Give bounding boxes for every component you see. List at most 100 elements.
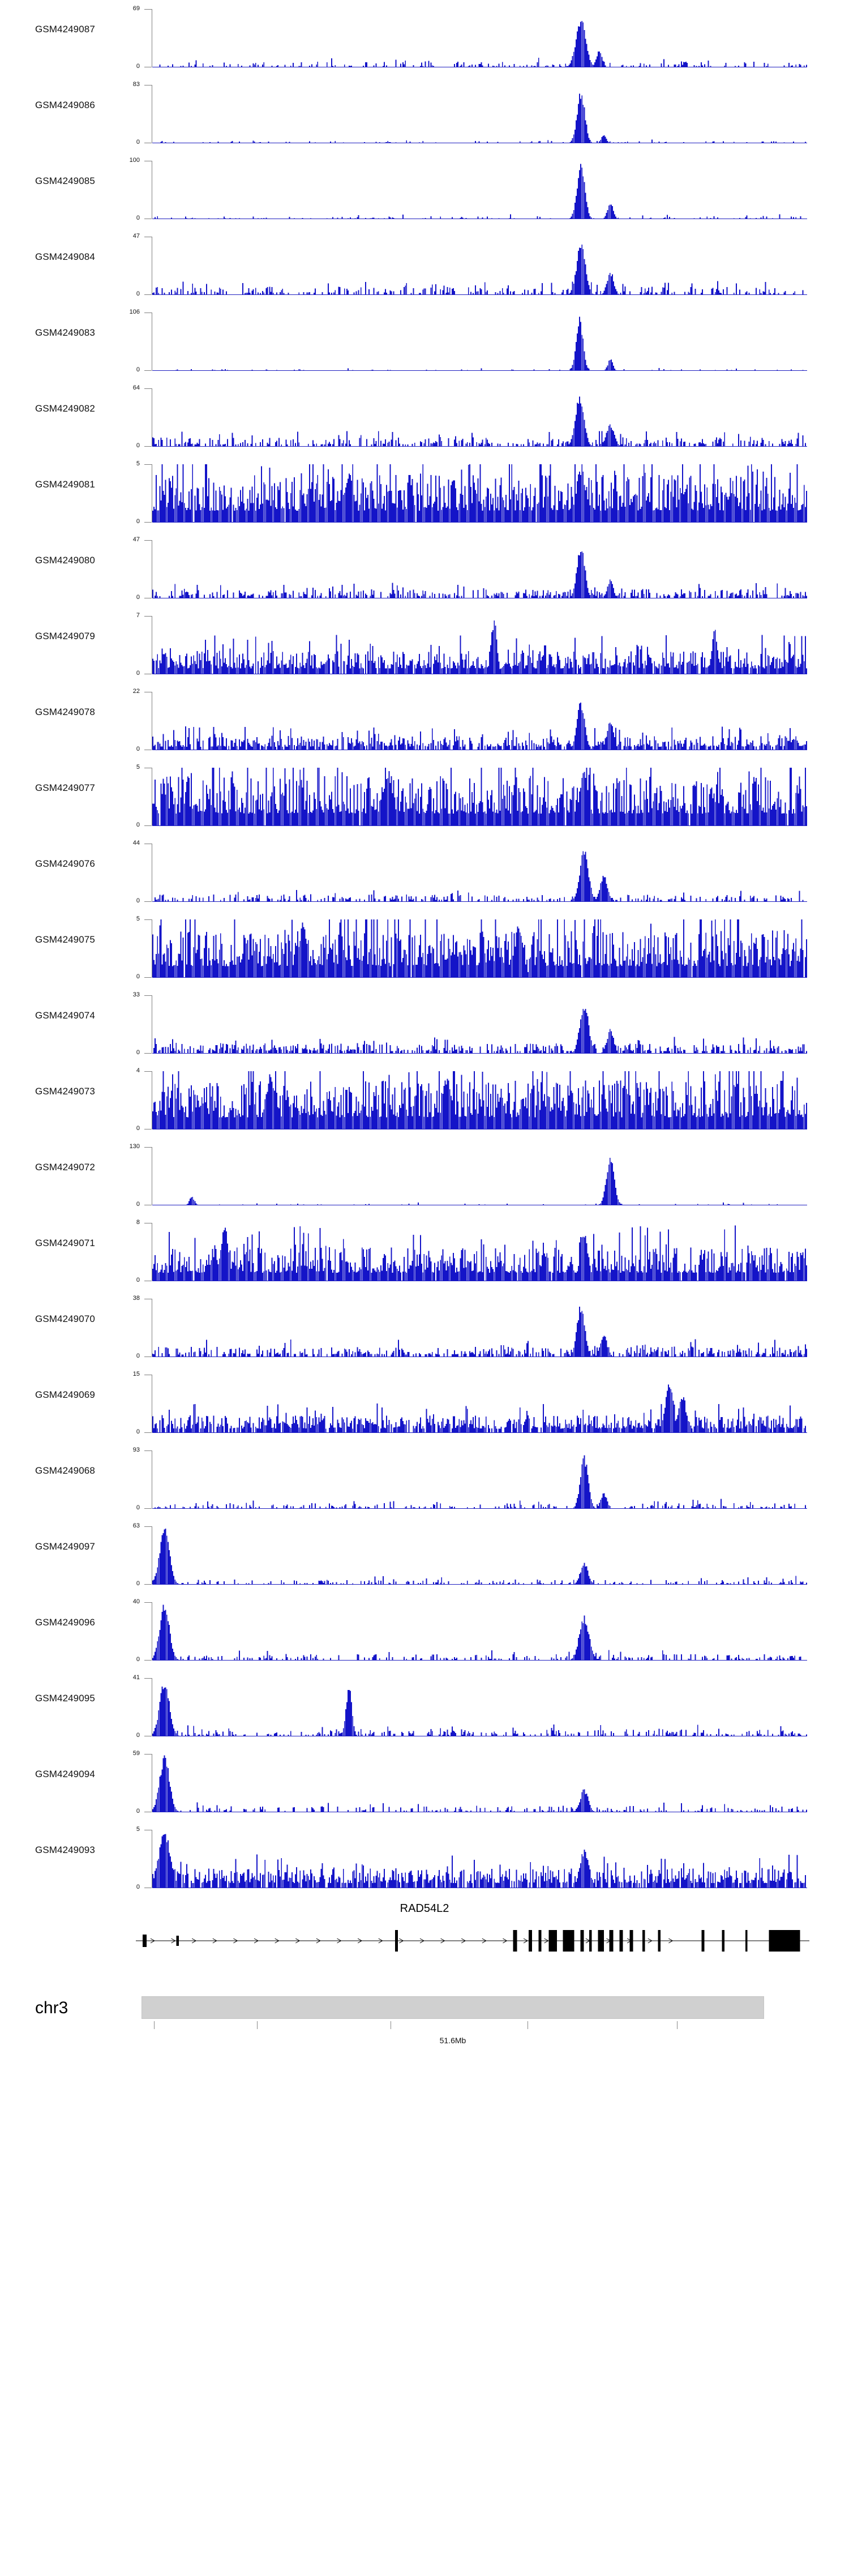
y-axis-max-label: 59: [132, 1750, 140, 1757]
y-axis-min-label: 0: [136, 821, 140, 828]
track-sample-label: GSM4249072: [35, 1162, 95, 1173]
y-axis-tick: [144, 1754, 152, 1755]
coverage-track: GSM4249079 7 0: [0, 607, 849, 683]
coverage-plot-area[interactable]: [152, 313, 807, 371]
y-axis-max-label: 93: [132, 1447, 140, 1453]
y-axis-max-label: 4: [136, 1067, 140, 1074]
coverage-plot-area[interactable]: [152, 616, 807, 674]
y-axis-tick: [144, 616, 152, 617]
y-axis-min-label: 0: [136, 973, 140, 980]
y-axis-tick: [144, 1508, 152, 1509]
y-axis-tick: [144, 1450, 152, 1451]
coverage-plot-area[interactable]: [152, 161, 807, 219]
y-axis-min-label: 0: [136, 1428, 140, 1435]
coverage-track: GSM4249084 47 0: [0, 228, 849, 303]
coverage-plot-area[interactable]: [152, 237, 807, 295]
coverage-plot-area[interactable]: [152, 1754, 807, 1812]
coverage-plot-area[interactable]: [152, 1299, 807, 1357]
y-axis-tick: [144, 540, 152, 541]
y-axis-min-label: 0: [136, 1125, 140, 1132]
track-sample-label: GSM4249097: [35, 1541, 95, 1552]
track-sample-label: GSM4249083: [35, 327, 95, 338]
y-axis-tick: [144, 9, 152, 10]
coverage-baseline: [152, 977, 807, 978]
coverage-plot-area[interactable]: [152, 540, 807, 598]
track-sample-label: GSM4249082: [35, 403, 95, 414]
coverage-plot-area[interactable]: [152, 1071, 807, 1129]
coverage-track: GSM4249096 40 0: [0, 1593, 849, 1669]
track-sample-label: GSM4249077: [35, 782, 95, 793]
coverage-baseline: [152, 446, 807, 447]
y-axis-tick: [144, 1526, 152, 1527]
ruler-position-label: 51.6Mb: [439, 2036, 466, 2045]
y-axis-tick: [144, 901, 152, 902]
coverage-plot-area[interactable]: [152, 1830, 807, 1888]
coverage-track: GSM4249095 41 0: [0, 1669, 849, 1745]
coverage-baseline: [152, 1584, 807, 1585]
y-axis-tick: [144, 1660, 152, 1661]
coverage-plot-area[interactable]: [152, 692, 807, 750]
coverage-plot-area[interactable]: [152, 1375, 807, 1433]
coverage-track: GSM4249093 5 0: [0, 1821, 849, 1897]
y-axis-min-label: 0: [136, 1884, 140, 1890]
y-axis-tick: [144, 1432, 152, 1433]
coverage-plot-area[interactable]: [152, 844, 807, 902]
y-axis-max-label: 5: [136, 460, 140, 467]
track-sample-label: GSM4249095: [35, 1693, 95, 1704]
track-sample-label: GSM4249068: [35, 1465, 95, 1476]
y-axis-tick: [144, 919, 152, 920]
coverage-baseline: [152, 901, 807, 902]
coverage-plot-area[interactable]: [152, 995, 807, 1054]
coverage-track: GSM4249081 5 0: [0, 455, 849, 531]
coverage-track: GSM4249080 47 0: [0, 531, 849, 607]
coverage-track: GSM4249069 15 0: [0, 1366, 849, 1441]
coverage-plot-area[interactable]: [152, 1450, 807, 1509]
gene-model-track[interactable]: [136, 1924, 809, 1958]
coverage-plot-area[interactable]: [152, 768, 807, 826]
coverage-plot-area[interactable]: [152, 1678, 807, 1736]
coverage-plot-area[interactable]: [152, 1602, 807, 1661]
coverage-plot-area[interactable]: [152, 388, 807, 447]
track-sample-label: GSM4249084: [35, 251, 95, 262]
track-sample-label: GSM4249078: [35, 707, 95, 717]
coverage-baseline: [152, 1053, 807, 1054]
y-axis-min-label: 0: [136, 1201, 140, 1208]
y-axis-min-label: 0: [136, 215, 140, 221]
gene-model-section: RAD54L2: [0, 1897, 849, 1982]
coverage-track: GSM4249074 33 0: [0, 986, 849, 1062]
track-sample-label: GSM4249080: [35, 555, 95, 566]
coverage-plot-area[interactable]: [152, 1223, 807, 1281]
coverage-track: GSM4249097 63 0: [0, 1517, 849, 1593]
chromosome-ideogram-bar[interactable]: [142, 1996, 764, 2019]
y-axis-max-label: 7: [136, 612, 140, 619]
y-axis-tick: [144, 1071, 152, 1072]
coverage-plot-area[interactable]: [152, 919, 807, 978]
y-axis-min-label: 0: [136, 139, 140, 146]
coverage-baseline: [152, 522, 807, 523]
track-sample-label: GSM4249085: [35, 176, 95, 186]
y-axis-max-label: 38: [132, 1295, 140, 1302]
y-axis-min-label: 0: [136, 1580, 140, 1587]
y-axis-tick: [144, 1678, 152, 1679]
chromosome-section: chr3 51.6Mb: [0, 1982, 849, 2083]
track-sample-label: GSM4249076: [35, 858, 95, 869]
coverage-plot-area[interactable]: [152, 9, 807, 67]
coverage-baseline: [152, 825, 807, 826]
ruler-tick: [677, 2021, 678, 2029]
y-axis-tick: [144, 446, 152, 447]
coverage-track: GSM4249072 130 0: [0, 1138, 849, 1214]
y-axis-min-label: 0: [136, 594, 140, 601]
coverage-plot-area[interactable]: [152, 85, 807, 143]
y-axis-tick: [144, 370, 152, 371]
coverage-track: GSM4249073 4 0: [0, 1062, 849, 1138]
coverage-track: GSM4249083 106 0: [0, 303, 849, 379]
coverage-plot-area[interactable]: [152, 464, 807, 523]
coverage-track: GSM4249082 64 0: [0, 379, 849, 455]
y-axis-max-label: 44: [132, 840, 140, 846]
ruler-tick: [256, 2021, 258, 2029]
coverage-plot-area[interactable]: [152, 1526, 807, 1585]
y-axis-min-label: 0: [136, 518, 140, 525]
track-sample-label: GSM4249094: [35, 1769, 95, 1779]
coverage-plot-area[interactable]: [152, 1147, 807, 1205]
y-axis-tick: [144, 522, 152, 523]
